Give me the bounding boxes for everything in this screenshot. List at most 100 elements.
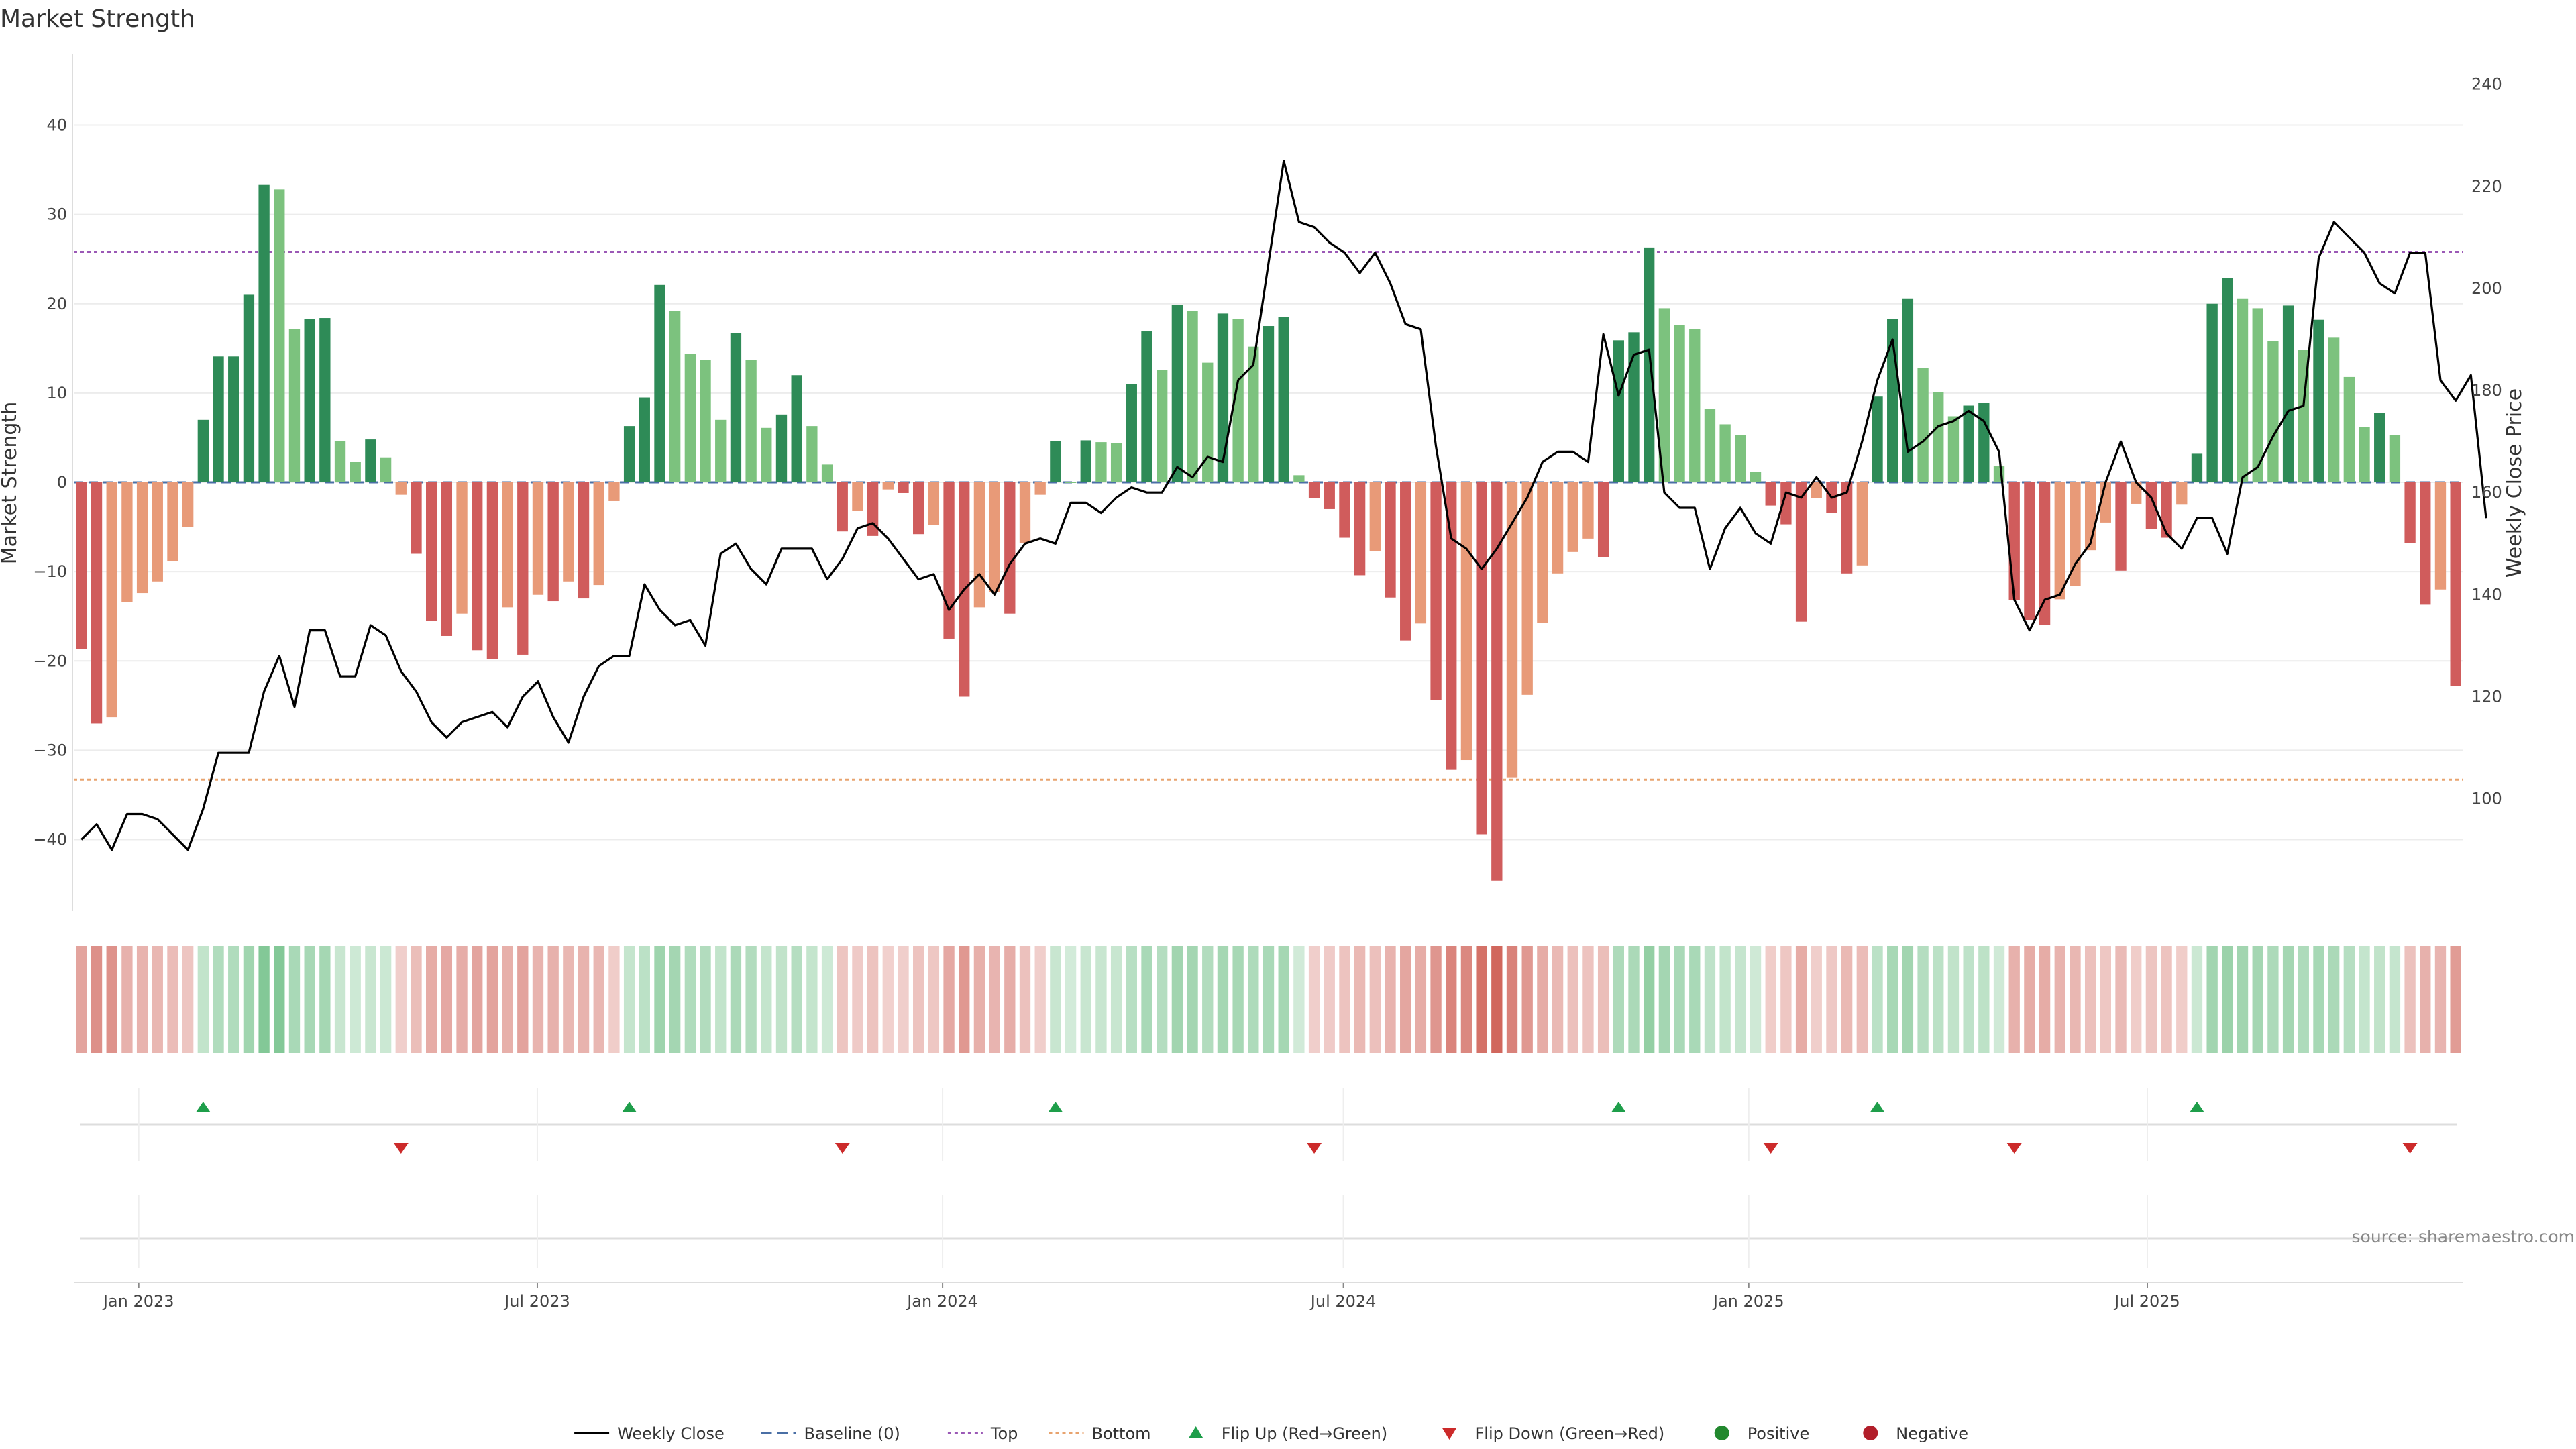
y-tick-label: −10 bbox=[33, 562, 67, 581]
legend-item: Negative bbox=[1863, 1424, 1968, 1443]
strength-bar bbox=[898, 482, 909, 493]
flip-markers-panel bbox=[74, 1088, 2463, 1283]
strength-bar bbox=[1065, 482, 1077, 483]
legend-label: Flip Down (Green→Red) bbox=[1475, 1424, 1665, 1443]
heat-cell bbox=[2359, 946, 2370, 1053]
heat-cell bbox=[1993, 946, 2005, 1053]
strength-bar bbox=[472, 482, 483, 651]
heat-cell bbox=[1674, 946, 1685, 1053]
heat-cell bbox=[730, 946, 742, 1053]
heat-cell bbox=[1202, 946, 1214, 1053]
heat-cell bbox=[1430, 946, 1442, 1053]
strength-bar bbox=[1902, 298, 1914, 482]
strength-bar bbox=[2237, 298, 2249, 482]
strength-bar bbox=[1628, 332, 1640, 482]
strength-bar bbox=[1263, 326, 1275, 482]
y-tick-label: 0 bbox=[57, 473, 67, 492]
strength-bar bbox=[365, 439, 376, 482]
heat-cell bbox=[1933, 946, 1944, 1053]
legend-swatch bbox=[1714, 1426, 1729, 1440]
y2-tick-label: 180 bbox=[2471, 381, 2502, 400]
x-axis-ticks: Jan 2023 Jul 2023 Jan 2024 Jul 2024 Jan 2025… bbox=[102, 1283, 2180, 1311]
strength-bar bbox=[852, 482, 863, 511]
strength-bar bbox=[2420, 482, 2431, 605]
heat-cell bbox=[2374, 946, 2385, 1053]
heat-cell bbox=[2450, 946, 2461, 1053]
legend-swatch bbox=[1863, 1426, 1878, 1440]
strength-bar bbox=[745, 360, 757, 482]
strength-bar bbox=[1597, 482, 1609, 557]
strength-bar bbox=[350, 462, 361, 482]
heat-cell bbox=[1856, 946, 1868, 1053]
strength-bar bbox=[182, 482, 194, 527]
strength-bar bbox=[1004, 482, 1016, 614]
strength-bar bbox=[1567, 482, 1578, 552]
strength-bar bbox=[1034, 482, 1046, 495]
strength-bar bbox=[167, 482, 178, 561]
heat-cell bbox=[1232, 946, 1244, 1053]
heat-cell bbox=[2191, 946, 2203, 1053]
strength-bar bbox=[2131, 482, 2142, 504]
legend-label: Baseline (0) bbox=[804, 1424, 900, 1443]
strength-bars bbox=[76, 184, 2461, 881]
heat-cell bbox=[1963, 946, 1974, 1053]
strength-bar bbox=[2434, 482, 2447, 590]
heat-cell bbox=[913, 946, 924, 1053]
heat-cell bbox=[563, 946, 574, 1053]
source-note: source: sharemaestro.com bbox=[2352, 1227, 2575, 1246]
strength-bar bbox=[1400, 482, 1411, 641]
heat-cell bbox=[1947, 946, 1960, 1053]
strength-bar bbox=[243, 294, 255, 482]
heat-cell bbox=[1385, 946, 1396, 1053]
heat-cell bbox=[197, 946, 209, 1053]
strength-bar bbox=[136, 482, 148, 594]
y2-tick-label: 200 bbox=[2471, 279, 2502, 298]
heat-cell bbox=[136, 946, 148, 1053]
legend-item: Baseline (0) bbox=[761, 1424, 900, 1443]
legend-item: Flip Up (Red→Green) bbox=[1188, 1424, 1387, 1443]
x-tick-label: Jul 2024 bbox=[1309, 1292, 1377, 1311]
strength-bar bbox=[1978, 402, 1990, 482]
heat-cell bbox=[898, 946, 909, 1053]
flip-up-marker bbox=[1048, 1102, 1063, 1112]
strength-bar bbox=[1552, 482, 1564, 574]
strength-bar bbox=[395, 482, 407, 495]
strength-bar bbox=[1872, 396, 1883, 482]
heat-cell bbox=[1248, 946, 1259, 1053]
strength-bar bbox=[1460, 482, 1472, 761]
strength-bar bbox=[1019, 482, 1031, 543]
strength-bar bbox=[1811, 482, 1822, 498]
strength-bar bbox=[821, 464, 833, 482]
strength-bar bbox=[547, 482, 559, 602]
strength-bar bbox=[2252, 308, 2263, 482]
strength-bar bbox=[1719, 424, 1731, 482]
x-tick-label: Jul 2023 bbox=[503, 1292, 570, 1311]
strength-bar bbox=[1324, 482, 1335, 509]
strength-bar bbox=[928, 482, 940, 525]
flip-down-marker bbox=[835, 1143, 850, 1154]
heat-cell bbox=[745, 946, 757, 1053]
strength-bar bbox=[1369, 482, 1381, 551]
strength-bar bbox=[1735, 435, 1746, 482]
reference-lines bbox=[74, 251, 2463, 781]
strength-bar bbox=[486, 482, 498, 659]
heat-cell bbox=[1141, 946, 1152, 1053]
strength-bar bbox=[1521, 482, 1533, 695]
strength-bar bbox=[425, 482, 437, 621]
y2-tick-label: 220 bbox=[2471, 177, 2502, 196]
flip-down-marker bbox=[1763, 1143, 1778, 1154]
strength-bar bbox=[1187, 311, 1198, 482]
strength-bar bbox=[1704, 409, 1716, 482]
heat-cell bbox=[2343, 946, 2355, 1053]
strength-bar bbox=[2389, 435, 2401, 482]
strength-bar bbox=[380, 457, 392, 482]
heat-cell bbox=[1446, 946, 1457, 1053]
heat-cell bbox=[2008, 946, 2020, 1053]
heat-cell bbox=[152, 946, 163, 1053]
strength-bar bbox=[578, 482, 590, 599]
heat-cell bbox=[395, 946, 407, 1053]
strength-bar bbox=[669, 311, 681, 482]
y-tick-label: 20 bbox=[46, 294, 67, 313]
heat-cell bbox=[2420, 946, 2431, 1053]
heat-cell bbox=[1552, 946, 1564, 1053]
